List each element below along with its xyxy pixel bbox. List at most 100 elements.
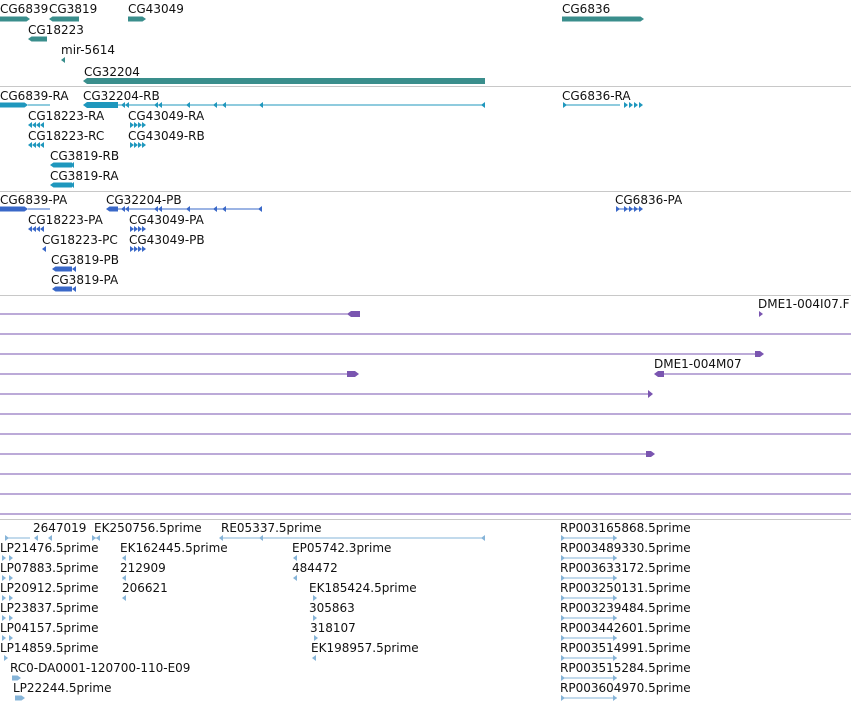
exon-arrow[interactable] [130, 226, 134, 232]
exon-arrow[interactable] [213, 206, 217, 212]
exon-arrow[interactable] [40, 122, 44, 128]
exon-arrow[interactable] [28, 142, 32, 148]
exon-arrow[interactable] [158, 102, 162, 108]
exon-arrow[interactable] [648, 390, 653, 398]
read-label[interactable]: 2647019 [33, 521, 87, 535]
exon-arrow[interactable] [258, 206, 262, 212]
exon-arrow[interactable] [61, 57, 65, 63]
feature-block[interactable] [347, 311, 360, 317]
exon-arrow[interactable] [72, 286, 76, 292]
exon-arrow[interactable] [629, 206, 633, 212]
transcript-label[interactable]: CG43049-RA [128, 109, 205, 123]
exon-arrow[interactable] [2, 635, 6, 641]
exon-arrow[interactable] [634, 206, 638, 212]
feature-block[interactable] [654, 371, 664, 377]
exon-arrow[interactable] [70, 162, 74, 168]
read-label[interactable]: EK198957.5prime [311, 641, 419, 655]
exon-arrow[interactable] [130, 246, 134, 252]
gene-label[interactable]: CG43049 [128, 2, 184, 16]
exon-arrow[interactable] [613, 695, 617, 701]
read-label[interactable]: EK185424.5prime [309, 581, 417, 595]
exon-arrow[interactable] [9, 575, 13, 581]
exon-arrow[interactable] [121, 102, 125, 108]
feature-block[interactable] [347, 371, 359, 377]
exon-arrow[interactable] [186, 102, 190, 108]
gene-label[interactable]: CG18223 [28, 23, 84, 37]
read-label[interactable]: RP003515284.5prime [560, 661, 691, 675]
read-label[interactable]: RP003514991.5prime [560, 641, 691, 655]
exon-arrow[interactable] [122, 555, 126, 561]
feature-block[interactable] [0, 102, 28, 108]
feature-block[interactable] [646, 451, 655, 457]
gene-label[interactable]: mir-5614 [61, 43, 116, 57]
exon-arrow[interactable] [481, 535, 485, 541]
read-label[interactable]: LP07883.5prime [0, 561, 99, 575]
exon-arrow[interactable] [639, 102, 643, 108]
exon-arrow[interactable] [293, 555, 297, 561]
exon-arrow[interactable] [42, 246, 46, 252]
transcript-label[interactable]: CG3819-RB [50, 149, 120, 163]
exon-arrow[interactable] [121, 206, 125, 212]
est-label[interactable]: DME1-004I07.F [758, 297, 850, 311]
read-label[interactable]: RE05337.5prime [221, 521, 322, 535]
exon-arrow[interactable] [613, 535, 617, 541]
read-label[interactable]: 212909 [120, 561, 166, 575]
exon-arrow[interactable] [2, 555, 6, 561]
exon-arrow[interactable] [2, 575, 6, 581]
exon-arrow[interactable] [34, 535, 38, 541]
exon-arrow[interactable] [9, 555, 13, 561]
feature-block[interactable] [15, 695, 25, 701]
exon-arrow[interactable] [122, 595, 126, 601]
protein-label[interactable]: CG32204-PB [106, 193, 182, 207]
exon-arrow[interactable] [154, 206, 158, 212]
exon-arrow[interactable] [4, 655, 8, 661]
feature-block[interactable] [562, 16, 644, 22]
exon-arrow[interactable] [134, 246, 138, 252]
exon-arrow[interactable] [9, 595, 13, 601]
feature-block[interactable] [106, 206, 118, 212]
read-label[interactable]: RP003250131.5prime [560, 581, 691, 595]
read-label[interactable]: RP003442601.5prime [560, 621, 691, 635]
exon-arrow[interactable] [613, 675, 617, 681]
protein-label[interactable]: CG18223-PA [28, 213, 103, 227]
feature-block[interactable] [128, 16, 146, 22]
read-label[interactable]: EK250756.5prime [94, 521, 202, 535]
protein-label[interactable]: CG43049-PA [129, 213, 204, 227]
exon-arrow[interactable] [312, 655, 316, 661]
exon-arrow[interactable] [624, 102, 628, 108]
read-label[interactable]: RC0-DA0001-120700-110-E09 [10, 661, 191, 675]
transcript-label[interactable]: CG6839-RA [0, 89, 69, 103]
feature-block[interactable] [52, 286, 72, 292]
est-label[interactable]: DME1-004M07 [654, 357, 742, 371]
protein-label[interactable]: CG18223-PC [42, 233, 118, 247]
exon-arrow[interactable] [2, 595, 6, 601]
feature-block[interactable] [0, 206, 28, 212]
exon-arrow[interactable] [142, 122, 146, 128]
read-label[interactable]: 484472 [292, 561, 338, 575]
transcript-label[interactable]: CG43049-RB [128, 129, 205, 143]
exon-arrow[interactable] [186, 206, 190, 212]
read-label[interactable]: LP14859.5prime [0, 641, 99, 655]
feature-block[interactable] [755, 351, 764, 357]
read-label[interactable]: RP003239484.5prime [560, 601, 691, 615]
gene-label[interactable]: CG6836 [562, 2, 611, 16]
read-label[interactable]: 305863 [309, 601, 355, 615]
exon-arrow[interactable] [314, 635, 318, 641]
exon-arrow[interactable] [138, 226, 142, 232]
feature-block[interactable] [52, 266, 72, 272]
transcript-label[interactable]: CG3819-RA [50, 169, 119, 183]
exon-arrow[interactable] [36, 142, 40, 148]
exon-arrow[interactable] [36, 122, 40, 128]
exon-arrow[interactable] [134, 226, 138, 232]
protein-label[interactable]: CG3819-PB [51, 253, 120, 267]
exon-arrow[interactable] [634, 102, 638, 108]
exon-arrow[interactable] [28, 122, 32, 128]
feature-block[interactable] [50, 182, 72, 188]
feature-block[interactable] [0, 16, 30, 22]
exon-arrow[interactable] [259, 535, 263, 541]
exon-arrow[interactable] [158, 206, 162, 212]
read-label[interactable]: 206621 [122, 581, 168, 595]
protein-label[interactable]: CG6836-PA [615, 193, 683, 207]
exon-arrow[interactable] [138, 122, 142, 128]
feature-block[interactable] [50, 162, 72, 168]
